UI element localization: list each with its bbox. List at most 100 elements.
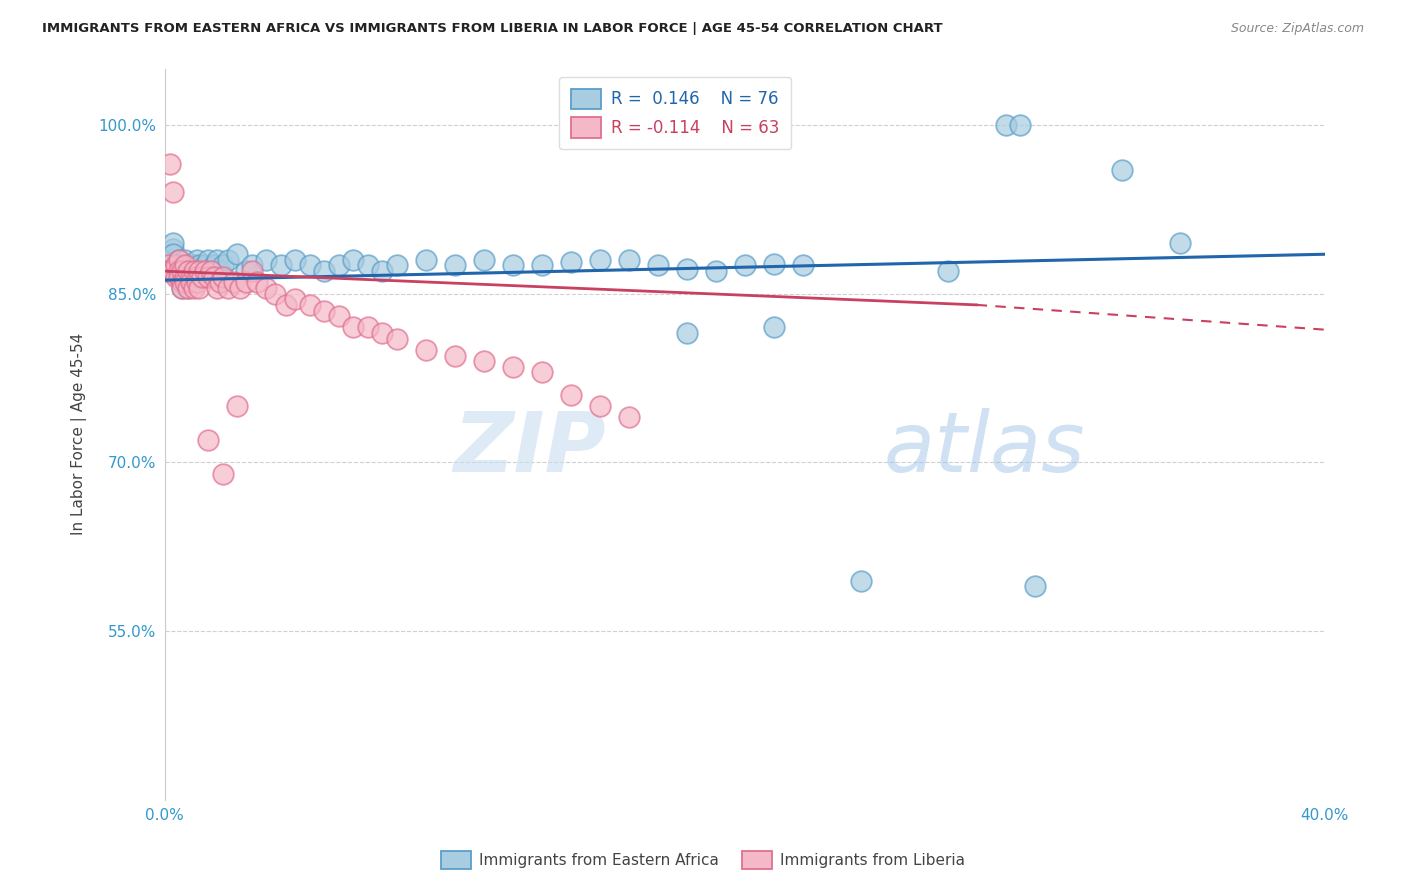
Y-axis label: In Labor Force | Age 45-54: In Labor Force | Age 45-54 [72,334,87,535]
Point [1168,235,1191,250]
Point [240,259,263,273]
Point [211,269,233,284]
Point [235,276,257,290]
Point [675,261,697,276]
Point [177,264,200,278]
Point [167,252,190,267]
Text: Source: ZipAtlas.com: Source: ZipAtlas.com [1230,22,1364,36]
Point [298,298,321,312]
Point [357,259,380,273]
Point [174,252,197,267]
Point [156,264,179,278]
Point [617,252,640,267]
Point [647,259,669,273]
Legend: Immigrants from Eastern Africa, Immigrants from Liberia: Immigrants from Eastern Africa, Immigran… [434,845,972,875]
Point [167,269,190,284]
Point [211,467,233,481]
Point [240,264,263,278]
Point [284,252,307,267]
Point [174,276,197,290]
Point [174,259,197,273]
Point [229,281,252,295]
Point [172,281,194,295]
Point [530,259,553,273]
Point [197,269,219,284]
Point [211,259,233,273]
Point [704,264,727,278]
Point [284,292,307,306]
Point [415,343,437,357]
Point [180,276,202,290]
Point [1111,162,1133,177]
Point [177,259,200,273]
Point [186,252,208,267]
Point [167,269,190,284]
Point [218,281,240,295]
Point [235,264,257,278]
Point [165,269,187,284]
Point [734,259,756,273]
Point [443,349,465,363]
Point [226,399,249,413]
Point [159,252,181,267]
Point [254,252,277,267]
Point [415,252,437,267]
Point [502,359,524,374]
Point [180,264,202,278]
Point [792,259,814,273]
Point [167,252,190,267]
Point [177,281,200,295]
Point [194,259,217,273]
Point [1010,118,1032,132]
Point [172,276,194,290]
Point [675,326,697,340]
Point [186,276,208,290]
Point [172,269,194,284]
Point [560,255,582,269]
Point [314,303,336,318]
Point [162,242,184,256]
Point [159,259,181,273]
Point [165,266,187,280]
Point [177,281,200,295]
Point [328,259,350,273]
Point [385,332,408,346]
Point [174,259,197,273]
Point [254,281,277,295]
Point [180,276,202,290]
Point [342,320,364,334]
Point [172,259,194,273]
Point [530,366,553,380]
Point [371,264,394,278]
Point [762,320,785,334]
Point [502,259,524,273]
Point [188,269,211,284]
Point [617,410,640,425]
Point [200,264,222,278]
Point [276,298,298,312]
Point [224,276,246,290]
Point [328,309,350,323]
Point [197,433,219,447]
Point [589,399,612,413]
Point [849,574,872,588]
Point [162,235,184,250]
Point [165,259,187,273]
Point [188,264,211,278]
Point [186,264,208,278]
Point [156,264,179,278]
Point [194,264,217,278]
Point [183,281,205,295]
Point [186,269,208,284]
Point [191,269,214,284]
Point [200,264,222,278]
Point [172,264,194,278]
Point [589,252,612,267]
Point [172,276,194,290]
Text: atlas: atlas [884,409,1085,490]
Point [226,247,249,261]
Point [385,259,408,273]
Point [371,326,394,340]
Point [165,261,187,276]
Point [162,186,184,200]
